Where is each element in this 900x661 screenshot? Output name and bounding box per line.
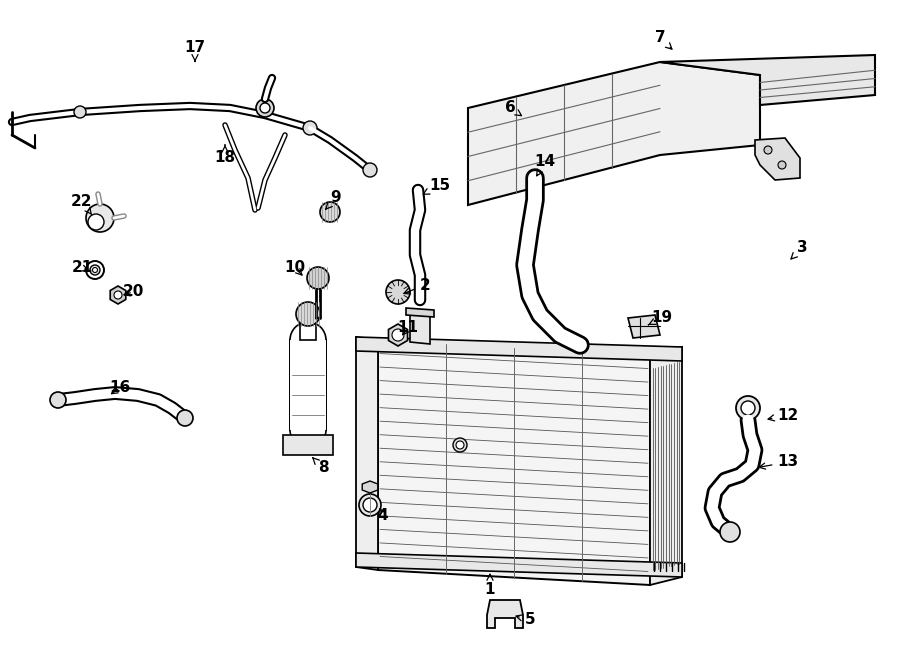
Polygon shape xyxy=(356,337,682,361)
Polygon shape xyxy=(628,315,660,338)
Circle shape xyxy=(453,438,467,452)
Circle shape xyxy=(741,401,755,415)
Circle shape xyxy=(307,267,329,289)
Circle shape xyxy=(256,99,274,117)
Circle shape xyxy=(93,268,97,272)
Circle shape xyxy=(392,329,404,341)
Text: 6: 6 xyxy=(505,100,521,116)
Circle shape xyxy=(88,214,104,230)
Circle shape xyxy=(386,280,410,304)
Circle shape xyxy=(303,121,317,135)
Polygon shape xyxy=(406,308,434,317)
Polygon shape xyxy=(660,55,875,105)
Text: 17: 17 xyxy=(184,40,205,61)
Polygon shape xyxy=(487,600,523,628)
Circle shape xyxy=(363,498,377,512)
Circle shape xyxy=(90,265,100,275)
Circle shape xyxy=(290,412,326,448)
Circle shape xyxy=(177,410,193,426)
Polygon shape xyxy=(283,435,333,455)
Polygon shape xyxy=(410,313,430,344)
Circle shape xyxy=(736,396,760,420)
Circle shape xyxy=(86,261,104,279)
Text: 20: 20 xyxy=(122,284,144,299)
Text: 12: 12 xyxy=(768,407,798,422)
Circle shape xyxy=(296,302,320,326)
Text: 11: 11 xyxy=(398,321,418,336)
Text: 1: 1 xyxy=(485,574,495,598)
Polygon shape xyxy=(389,324,408,346)
Polygon shape xyxy=(378,340,650,585)
Text: 2: 2 xyxy=(404,278,430,294)
Text: 8: 8 xyxy=(312,457,328,475)
Polygon shape xyxy=(110,286,126,304)
Text: 3: 3 xyxy=(791,241,807,259)
Circle shape xyxy=(720,522,740,542)
Circle shape xyxy=(764,146,772,154)
Circle shape xyxy=(456,441,464,449)
Circle shape xyxy=(320,202,340,222)
Circle shape xyxy=(74,106,86,118)
Circle shape xyxy=(50,392,66,408)
Text: 16: 16 xyxy=(110,381,130,395)
Text: 15: 15 xyxy=(423,178,451,194)
Circle shape xyxy=(359,494,381,516)
Polygon shape xyxy=(290,340,326,430)
Polygon shape xyxy=(290,340,326,430)
Text: 13: 13 xyxy=(759,455,798,469)
Polygon shape xyxy=(362,481,378,493)
Text: 19: 19 xyxy=(649,311,672,325)
Text: 9: 9 xyxy=(326,190,341,209)
Text: 5: 5 xyxy=(516,613,536,627)
Text: 7: 7 xyxy=(654,30,672,49)
Polygon shape xyxy=(468,62,760,205)
Text: 14: 14 xyxy=(535,155,555,176)
Circle shape xyxy=(778,161,786,169)
Circle shape xyxy=(290,322,326,358)
Text: 18: 18 xyxy=(214,145,236,165)
Text: 22: 22 xyxy=(71,194,93,215)
Circle shape xyxy=(363,163,377,177)
Text: 21: 21 xyxy=(71,260,93,276)
Polygon shape xyxy=(356,337,378,570)
Circle shape xyxy=(114,291,122,299)
Circle shape xyxy=(86,204,114,232)
Polygon shape xyxy=(356,553,682,577)
Text: 10: 10 xyxy=(284,260,306,276)
Text: 4: 4 xyxy=(378,508,388,522)
Polygon shape xyxy=(755,138,800,180)
Polygon shape xyxy=(300,320,316,340)
Circle shape xyxy=(260,103,270,113)
Polygon shape xyxy=(650,347,682,585)
